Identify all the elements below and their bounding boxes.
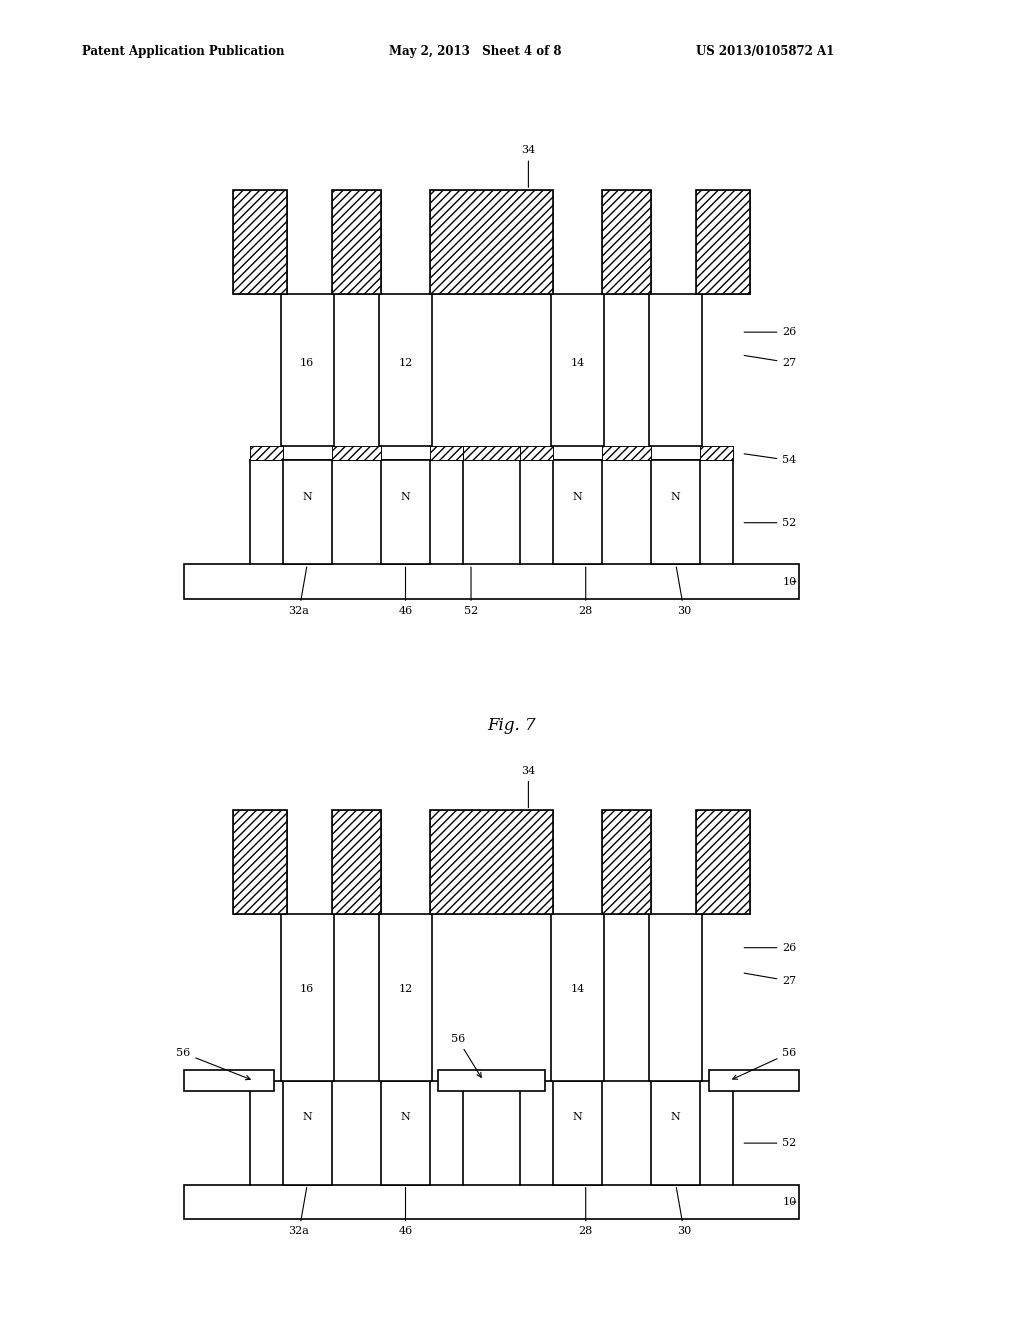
Bar [602,190,651,294]
Bar [379,294,432,446]
Bar [281,915,334,1081]
Bar [332,810,381,915]
Text: 34: 34 [521,145,536,187]
Bar [233,810,287,915]
Bar [430,810,553,915]
Bar [184,565,799,599]
Text: Fig. 7: Fig. 7 [487,717,537,734]
Bar [379,915,432,1081]
Bar [332,190,381,294]
Text: 27: 27 [744,355,797,368]
Bar [696,190,750,294]
Bar [553,1081,602,1185]
Text: 52: 52 [744,517,797,528]
Text: US 2013/0105872 A1: US 2013/0105872 A1 [696,45,835,58]
Text: N: N [671,1113,681,1122]
Text: N: N [671,492,681,502]
Text: N: N [572,492,583,502]
Text: 27: 27 [744,973,797,986]
Text: 16: 16 [300,985,314,994]
Text: May 2, 2013   Sheet 4 of 8: May 2, 2013 Sheet 4 of 8 [389,45,561,58]
Text: N: N [400,492,411,502]
Text: 30: 30 [676,568,691,616]
Bar [553,461,602,565]
Text: 10: 10 [782,577,797,586]
Bar [696,810,750,915]
Text: 14: 14 [570,358,585,368]
Bar [602,810,651,915]
Bar [520,446,553,461]
Text: N: N [400,1113,411,1122]
Text: 28: 28 [579,568,593,616]
Text: N: N [302,492,312,502]
Text: 16: 16 [300,358,314,368]
Text: Patent Application Publication: Patent Application Publication [82,45,285,58]
Bar [430,446,463,461]
Text: 26: 26 [744,327,797,337]
Text: 54: 54 [744,454,797,466]
Text: 30: 30 [676,1188,691,1237]
Bar [281,294,334,446]
Bar [184,1071,274,1092]
Bar [602,446,651,461]
Bar [233,810,287,915]
Bar [551,915,604,1081]
Text: 52: 52 [464,568,478,616]
Bar [649,294,702,446]
Text: N: N [302,1113,312,1122]
Bar [651,461,700,565]
Text: 12: 12 [398,358,413,368]
Bar [438,1071,545,1092]
Text: 14: 14 [570,985,585,994]
Bar [602,810,651,915]
Bar [602,446,651,461]
Text: 12: 12 [398,985,413,994]
Text: 52: 52 [744,1138,797,1148]
Text: 56: 56 [733,1048,797,1080]
Bar [696,810,750,915]
Text: 46: 46 [398,568,413,616]
Bar [184,1185,799,1220]
Text: N: N [572,1113,583,1122]
Bar [430,446,463,461]
Bar [700,446,733,461]
Bar [381,1081,430,1185]
Bar [651,1081,700,1185]
Text: 26: 26 [744,942,797,953]
Text: 56: 56 [451,1034,481,1077]
Bar [430,190,553,294]
Bar [381,461,430,565]
Text: 10: 10 [782,1197,797,1206]
Bar [250,446,283,461]
Text: 46: 46 [398,1188,413,1237]
Bar [602,190,651,294]
Bar [283,461,332,565]
Bar [332,446,381,461]
Bar [551,294,604,446]
Bar [649,915,702,1081]
Bar [332,810,381,915]
Bar [283,1081,332,1185]
Bar [430,810,553,915]
Bar [696,190,750,294]
Text: 34: 34 [521,766,536,808]
Bar [700,446,733,461]
Bar [233,190,287,294]
Text: 56: 56 [176,1048,250,1080]
Text: 32a: 32a [289,568,309,616]
Bar [709,1071,799,1092]
Bar [332,190,381,294]
Text: 32a: 32a [289,1188,309,1237]
Bar [520,446,553,461]
Text: 28: 28 [579,1188,593,1237]
Bar [430,190,553,294]
Bar [463,446,520,461]
Bar [332,446,381,461]
Bar [250,446,283,461]
Bar [463,446,520,461]
Bar [233,190,287,294]
